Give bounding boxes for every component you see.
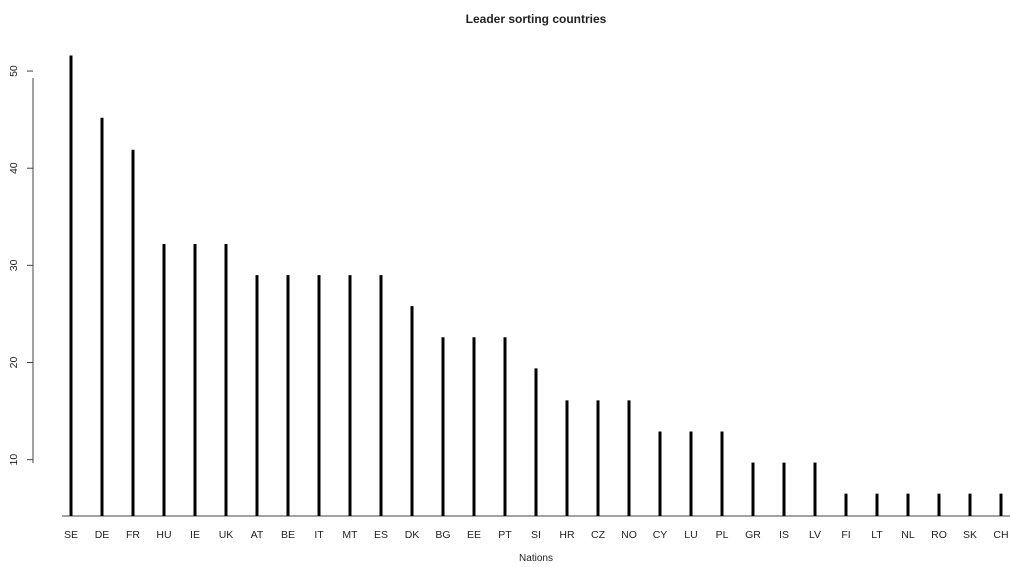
x-tick-label: IT [314,529,324,541]
x-tick-label: MT [342,529,358,541]
x-tick-label: LT [871,529,883,541]
x-tick-label: FI [841,529,850,541]
y-tick-labels: 10 20 30 40 50 [8,65,33,465]
x-tick-label: PL [716,529,729,541]
y-tick-label: 30 [8,259,20,271]
y-tick-label: 50 [8,65,20,77]
y-tick-label: 40 [8,162,20,174]
chart-title: Leader sorting countries [466,12,607,26]
x-tick-label: BG [435,529,450,541]
x-tick-label: SK [963,529,977,541]
x-axis-title: Nations [519,553,553,562]
x-tick-label: CH [993,529,1008,541]
x-tick-label: RO [931,529,947,541]
y-tick-label: 10 [8,454,20,466]
x-tick-label: HR [559,529,575,541]
x-tick-label: SI [531,529,541,541]
x-tick-label: HU [156,529,171,541]
x-tick-label: DE [95,529,110,541]
x-tick-label: IS [779,529,789,541]
x-tick-label: EE [467,529,481,541]
x-tick-label: AT [251,529,264,541]
x-tick-labels: SE DE FR HU IE UK AT BE IT MT ES DK BG EE PT SI HR CZ NO CY… [64,529,1009,541]
x-tick-label: CZ [591,529,606,541]
x-tick-label: LU [684,529,697,541]
x-tick-label: SE [64,529,78,541]
x-tick-label: LV [809,529,821,541]
x-tick-label: IE [190,529,200,541]
x-tick-label: PT [498,529,512,541]
x-tick-label: GR [745,529,761,541]
bars-group [69,55,1003,516]
x-tick-label: NL [901,529,915,541]
x-tick-label: BE [281,529,295,541]
x-tick-label: ES [374,529,388,541]
x-tick-label: CY [653,529,668,541]
x-tick-label: NO [621,529,637,541]
x-tick-label: UK [219,529,234,541]
x-tick-label: DK [405,529,420,541]
x-tick-label: FR [126,529,140,541]
y-tick-label: 20 [8,357,20,369]
